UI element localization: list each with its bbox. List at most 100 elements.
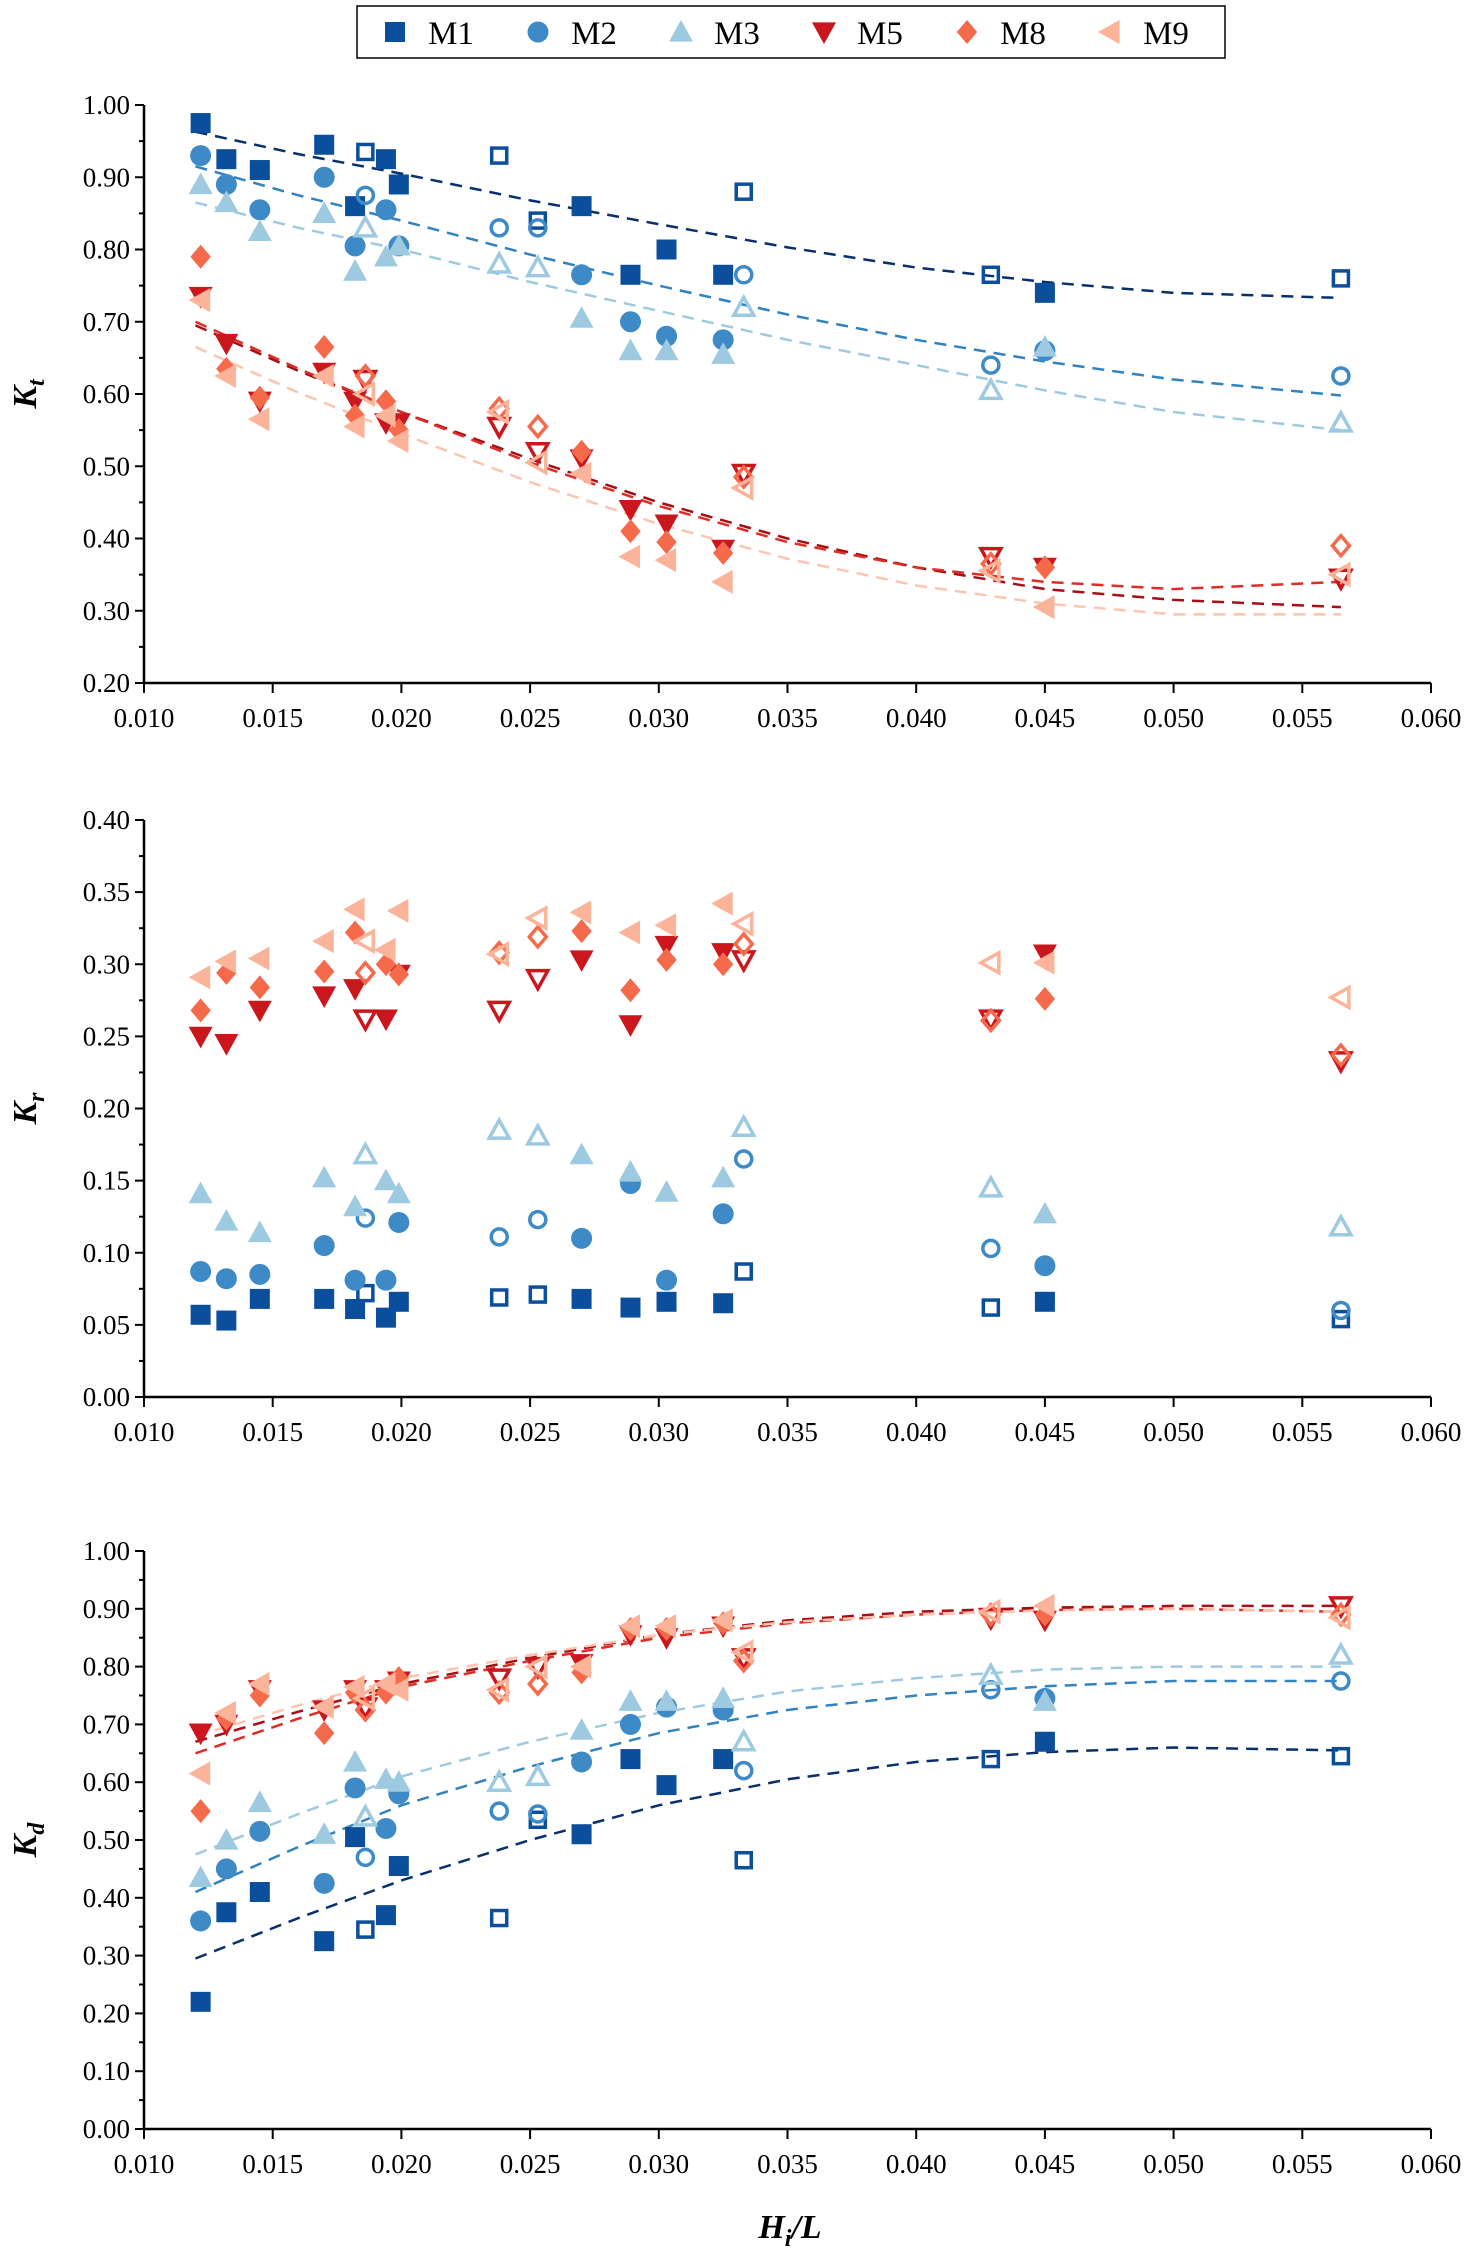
y-tick-label: 0.50 <box>83 451 130 481</box>
data-point-m9 <box>188 1761 211 1786</box>
data-point-m1 <box>356 1920 375 1939</box>
data-point-m2 <box>571 1751 593 1773</box>
y-tick-label: 0.80 <box>83 235 130 265</box>
data-point-m3 <box>524 253 551 278</box>
x-tick-label: 0.010 <box>114 703 175 733</box>
data-point-m3 <box>1032 1201 1057 1224</box>
data-point-m9 <box>214 1700 236 1725</box>
y-tick-label: 0.05 <box>83 1310 130 1340</box>
data-point-m1 <box>713 1749 734 1770</box>
data-point-m9 <box>247 407 270 432</box>
fit-line-m3 <box>195 201 1342 432</box>
data-point-m3 <box>1032 335 1057 357</box>
data-point-m2 <box>388 1211 410 1233</box>
data-point-m2 <box>344 235 366 257</box>
data-point-m3 <box>524 1762 551 1787</box>
data-point-m1 <box>216 1310 237 1331</box>
data-point-m1 <box>356 142 375 162</box>
series-m9 <box>188 1593 1351 1786</box>
data-point-m9 <box>1032 1593 1055 1618</box>
panel-r: 0.00 0.05 0.10 0.15 0.20 0.25 0.30 0.35 0.40 0.01… <box>7 805 1461 1447</box>
data-point-m9 <box>214 363 236 388</box>
y-tick-label: 0.50 <box>83 1825 130 1855</box>
data-point-m3 <box>1327 409 1354 433</box>
data-point-m8 <box>190 1799 211 1824</box>
data-point-m3 <box>352 1141 379 1165</box>
x-tick-label: 0.050 <box>1143 703 1204 733</box>
data-point-m1 <box>388 174 409 195</box>
data-point-m2 <box>355 1208 376 1228</box>
data-point-m2 <box>375 1269 397 1291</box>
data-point-m8 <box>527 413 549 440</box>
data-point-m9 <box>312 1695 334 1720</box>
series-m2 <box>190 1149 1351 1321</box>
x-tick-label: 0.055 <box>1272 1417 1333 1447</box>
data-point-m3 <box>1327 1641 1354 1665</box>
series-m5 <box>188 935 1354 1075</box>
data-point-m1 <box>620 1297 641 1318</box>
legend-marker-m9 <box>1098 20 1120 44</box>
data-point-m5 <box>214 1033 239 1056</box>
data-point-m3 <box>312 201 337 223</box>
data-point-m8 <box>1330 533 1352 559</box>
data-point-m1 <box>981 265 1001 285</box>
data-point-m2 <box>528 1209 548 1230</box>
data-point-m9 <box>730 474 754 501</box>
y-axis-label: Kr <box>7 1092 50 1126</box>
y-tick-label: 0.70 <box>83 307 130 337</box>
data-point-m9 <box>214 949 236 974</box>
data-point-m2 <box>528 1804 548 1824</box>
data-point-m8 <box>190 244 211 269</box>
data-point-m3 <box>1032 1689 1057 1711</box>
y-tick-label: 0.90 <box>83 1594 130 1624</box>
data-point-m8 <box>712 540 734 565</box>
series-m5 <box>188 1596 1354 1746</box>
x-tick-label: 0.020 <box>371 703 432 733</box>
legend-label-m9: M9 <box>1143 16 1189 52</box>
data-point-m9 <box>343 414 365 439</box>
data-point-m9 <box>654 1614 677 1639</box>
data-point-m1 <box>620 264 641 285</box>
data-point-m3 <box>373 1168 398 1191</box>
x-tick-label: 0.030 <box>628 703 689 733</box>
data-point-m3 <box>386 1770 411 1792</box>
data-point-m2 <box>1331 1300 1351 1321</box>
data-point-m1 <box>314 1288 335 1309</box>
data-point-m9 <box>373 403 396 428</box>
x-tick-label: 0.035 <box>757 703 818 733</box>
data-point-m3 <box>569 1718 594 1740</box>
data-point-m1 <box>249 1288 270 1309</box>
panel-t: 0.20 0.30 0.40 0.50 0.60 0.70 0.80 0.90 1.00 0.01… <box>7 90 1461 733</box>
data-point-m3 <box>373 244 398 267</box>
data-point-m9 <box>618 920 641 945</box>
data-point-m2 <box>249 1263 271 1285</box>
legend-label-m3: M3 <box>714 16 760 52</box>
data-point-m8 <box>313 959 335 984</box>
data-point-m8 <box>732 464 755 490</box>
data-point-m5 <box>524 968 551 993</box>
data-point-m9 <box>1327 1604 1351 1631</box>
x-tick-label: 0.020 <box>371 1417 432 1447</box>
series-m3 <box>188 1113 1354 1243</box>
fit-line-m2 <box>195 165 1342 397</box>
fit-line-m1 <box>195 1746 1341 1960</box>
data-point-m1 <box>571 196 592 217</box>
data-point-m1 <box>190 1991 211 2012</box>
data-point-m3 <box>711 342 736 364</box>
data-point-m9 <box>977 1598 1001 1625</box>
data-point-m8 <box>313 1721 335 1746</box>
data-point-m9 <box>485 399 509 426</box>
y-tick-label: 0.80 <box>83 1652 130 1682</box>
data-point-m2 <box>981 1238 1001 1259</box>
data-point-m3 <box>730 1113 757 1138</box>
x-tick-label: 0.055 <box>1272 703 1333 733</box>
data-point-m2 <box>656 1269 678 1291</box>
data-point-m3 <box>188 1865 213 1888</box>
data-point-m2 <box>489 1227 509 1247</box>
y-tick-label: 0.40 <box>83 524 130 554</box>
data-point-m2 <box>733 1149 754 1169</box>
data-point-m9 <box>386 898 409 923</box>
data-point-m2 <box>249 199 271 221</box>
data-point-m3 <box>977 1661 1004 1686</box>
data-point-m3 <box>343 259 368 281</box>
